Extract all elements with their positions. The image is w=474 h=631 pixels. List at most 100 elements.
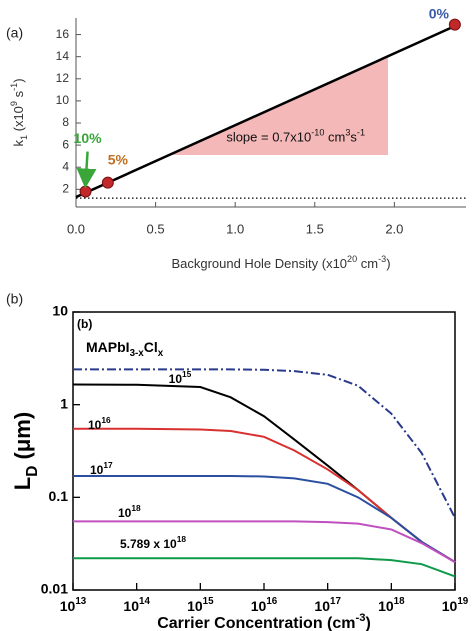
text-part: slope = 0.7x10 (226, 130, 311, 145)
inner-label: (b) (77, 317, 92, 331)
x-tick-label: 1014 (123, 596, 150, 614)
text-part: 10 (118, 506, 132, 520)
series-label: 1016 (88, 415, 111, 432)
text-part: D (24, 466, 41, 477)
text-part: 10 (187, 598, 203, 614)
series-label: 5.789 x 1018 (120, 534, 186, 551)
text-part: 20 (347, 254, 357, 264)
text-part: 16 (101, 415, 111, 425)
text-part: ) (11, 78, 26, 82)
series-line (73, 520, 456, 563)
text-part: 19 (457, 596, 468, 607)
panel-label: (b) (6, 291, 23, 307)
text-part: 3-x (130, 348, 145, 359)
series-line (73, 474, 456, 563)
text-part: 14 (139, 596, 150, 607)
y-tick-label: 16 (56, 27, 70, 41)
y-axis-title: k1 (x109 s-1) (9, 78, 29, 146)
text-part: 15 (182, 369, 192, 379)
y-tick-label: 6 (62, 137, 69, 151)
data-point (79, 185, 92, 198)
series-label: 1015 (169, 369, 192, 386)
y-tick-label: 0.01 (41, 581, 68, 597)
series-label: MAPbI3-xClx (86, 339, 164, 359)
text-part: 1 (19, 135, 29, 140)
text-part: k (11, 140, 26, 147)
text-part: 18 (177, 534, 187, 544)
text-part: 5.789 x 10 (120, 537, 177, 551)
y-tick-label: 10 (52, 303, 68, 319)
text-part: -3 (378, 254, 386, 264)
x-tick-label: 1013 (60, 596, 87, 614)
y-tick-label: 14 (56, 49, 70, 63)
data-point (101, 176, 114, 189)
text-part: 13 (75, 596, 86, 607)
x-axis-title: Carrier Concentration (cm-3) (157, 612, 371, 631)
text-part: 10 (378, 598, 394, 614)
data-point (448, 18, 461, 31)
text-part: 10 (442, 598, 458, 614)
text-part: ) (386, 256, 390, 271)
y-tick-label: 12 (56, 71, 70, 85)
text-part: -3 (355, 612, 365, 624)
x-tick-label: 1018 (378, 596, 405, 614)
text-part: MAPbI (86, 339, 130, 355)
text-part: (μm) (10, 412, 35, 466)
x-tick-label: 2.0 (385, 221, 403, 236)
text-part: -1 (357, 128, 365, 138)
text-part: Cl (144, 339, 158, 355)
x-tick-label: 1.5 (306, 221, 324, 236)
text-part: 3 (345, 128, 350, 138)
series-line (73, 368, 456, 519)
text-part: Background Hole Density (x10 (171, 256, 347, 271)
text-part: L (10, 477, 35, 490)
x-tick-label: 1017 (314, 596, 341, 614)
text-part: 9 (9, 101, 19, 106)
text-part: 18 (131, 503, 141, 513)
text-part: 10 (90, 463, 104, 477)
arrow (76, 151, 97, 189)
text-part: 10 (169, 372, 183, 386)
text-part: 10 (251, 598, 267, 614)
text-part: -1 (9, 83, 19, 91)
text-part: 16 (266, 596, 277, 607)
text-part: x (158, 348, 164, 359)
text-part: s (11, 90, 26, 101)
text-part: 17 (330, 596, 341, 607)
text-part: -10 (311, 128, 324, 138)
series-label: 1017 (90, 460, 113, 477)
text-part: 10 (60, 598, 76, 614)
text-part: 10 (123, 598, 139, 614)
x-tick-label: 1015 (187, 596, 214, 614)
x-tick-label: 1016 (251, 596, 278, 614)
text-part: s (350, 130, 357, 145)
x-tick-label: 0.5 (147, 221, 165, 236)
fit-line (75, 23, 459, 199)
x-tick-label: 0.0 (67, 221, 85, 236)
y-tick-label: 8 (62, 115, 69, 129)
x-axis-title: Background Hole Density (x1020 cm-3) (171, 254, 390, 271)
series-line (72, 383, 456, 563)
text-part: 10 (314, 598, 330, 614)
x-tick-label: 1019 (442, 596, 469, 614)
point-label: 10% (74, 130, 103, 146)
y-tick-label: 1 (60, 395, 68, 411)
panel-label: (a) (6, 25, 23, 41)
text-part: cm (357, 256, 378, 271)
y-axis-title: LD (μm) (10, 412, 41, 490)
text-part: (x10 (11, 106, 26, 135)
x-tick-label: 1.0 (226, 221, 244, 236)
series-label: 1018 (118, 503, 141, 520)
point-label: 5% (108, 151, 129, 167)
y-tick-label: 0.1 (49, 488, 69, 504)
text-part: Carrier Concentration (cm (157, 615, 355, 631)
annotation: slope = 0.7x10-10 cm3s-1 (226, 128, 365, 145)
text-part: 17 (103, 460, 113, 470)
text-part: cm (324, 130, 345, 145)
y-tick-label: 10 (56, 93, 70, 107)
y-tick-label: 4 (62, 159, 69, 173)
text-part: 10 (88, 418, 102, 432)
series-line (73, 557, 456, 578)
point-label: 0% (429, 5, 450, 21)
